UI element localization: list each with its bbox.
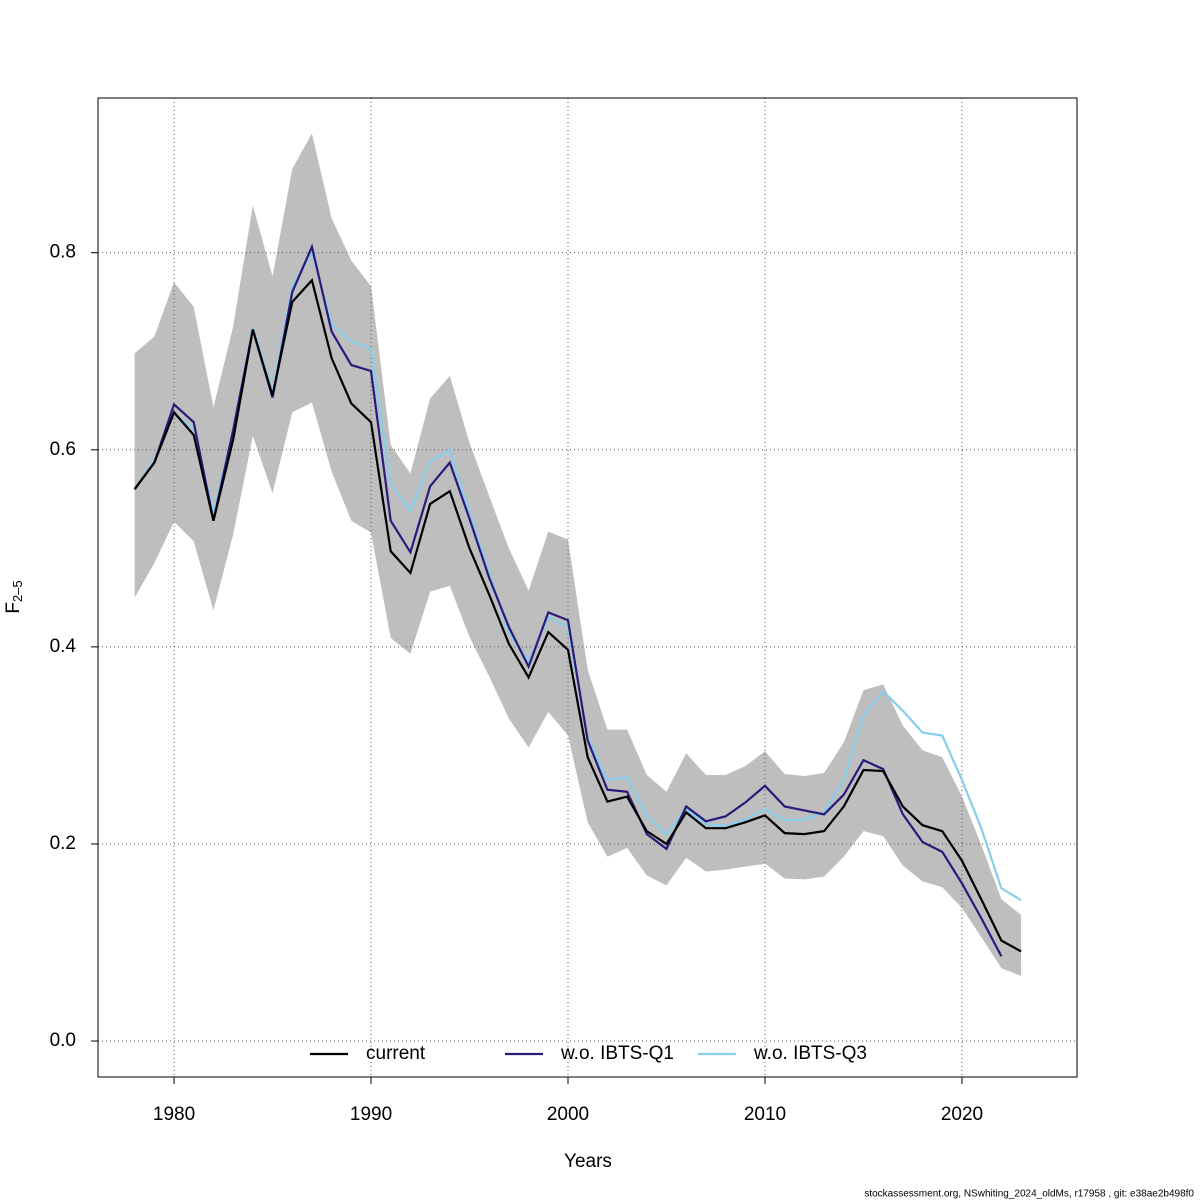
y-label-subscript: 2–5 bbox=[10, 580, 25, 602]
legend-label: w.o. IBTS-Q3 bbox=[753, 1043, 867, 1064]
footer: stockassessment.org, NSwhiting_2024_oldM… bbox=[864, 1189, 1194, 1200]
x-tick-label: 2000 bbox=[547, 1104, 589, 1125]
x-axis-label: Years bbox=[564, 1151, 612, 1172]
confidence-band bbox=[134, 133, 1022, 976]
legend-label: current bbox=[366, 1043, 426, 1064]
x-tick-label: 1980 bbox=[153, 1104, 195, 1125]
y-tick-label: 0.0 bbox=[50, 1030, 76, 1051]
x-tick-label: 1990 bbox=[350, 1104, 392, 1125]
y-label-main: F bbox=[3, 602, 24, 614]
legend-label: w.o. IBTS-Q1 bbox=[560, 1043, 674, 1064]
y-tick-label: 0.4 bbox=[50, 636, 77, 657]
y-tick-label: 0.8 bbox=[50, 242, 76, 263]
x-tick-label: 2010 bbox=[744, 1104, 786, 1125]
x-tick-label: 2020 bbox=[941, 1104, 983, 1125]
y-tick-label: 0.6 bbox=[50, 439, 76, 460]
y-tick-label: 0.2 bbox=[50, 833, 76, 854]
plot-frame bbox=[97, 97, 1078, 1078]
y-axis-label: F2–5 bbox=[3, 580, 25, 613]
series-line bbox=[133, 278, 1022, 953]
